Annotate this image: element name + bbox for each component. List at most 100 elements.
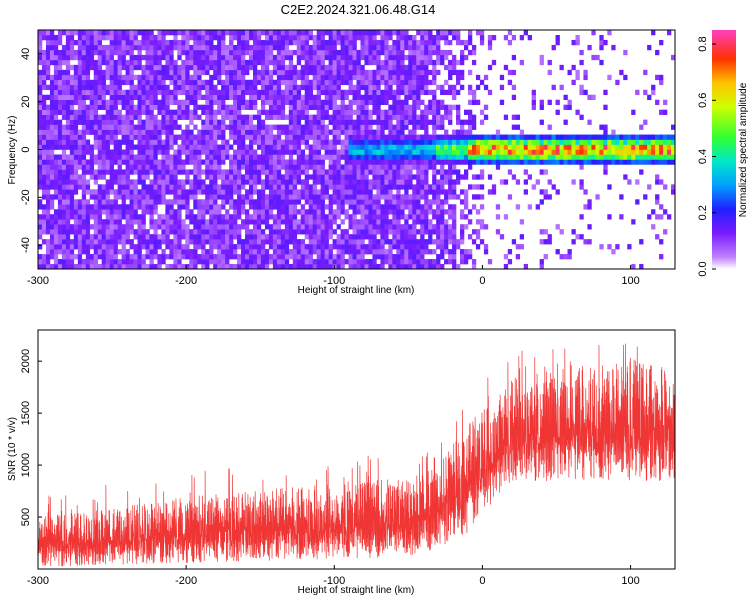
spectrogram-cell	[384, 124, 389, 130]
spectrogram-cell	[448, 64, 453, 71]
spectrogram-cell	[300, 134, 306, 140]
spectrogram-cell	[420, 174, 425, 180]
spectrogram-cell	[256, 114, 262, 120]
spectrogram-cell	[105, 44, 110, 51]
spectrogram-cell	[440, 179, 445, 185]
spectrogram-cell	[256, 179, 262, 185]
spectrogram-cell	[372, 204, 377, 210]
spectrogram-cell	[300, 219, 306, 225]
spectrogram-cell	[81, 54, 87, 61]
spectrogram-cell	[57, 244, 63, 250]
spectrogram-cell	[73, 224, 79, 230]
spectrogram-cell	[444, 244, 449, 250]
spectrogram-cell	[376, 229, 381, 235]
spectrogram-cell	[404, 119, 409, 125]
spectrogram-cell	[396, 89, 401, 96]
spectrogram-cell	[328, 54, 333, 61]
spectrogram-cell	[344, 134, 349, 140]
spectrogram-cell	[312, 44, 317, 51]
spectrogram-cell	[249, 114, 254, 120]
spectrogram-cell	[360, 184, 365, 190]
spectrogram-cell	[392, 74, 397, 81]
spectrogram-cell	[117, 124, 122, 130]
spectrogram-cell	[368, 109, 373, 115]
spectrogram-cell	[292, 114, 298, 120]
spectrogram-cell	[404, 179, 409, 185]
spectrogram-cell	[121, 59, 126, 66]
spectrogram-cell	[280, 64, 286, 71]
spectrogram-cell	[452, 30, 457, 36]
spectrogram-cell	[169, 159, 174, 165]
spectrogram-cell	[209, 254, 214, 260]
spectrogram-cell	[252, 59, 258, 66]
spectrogram-cell	[412, 214, 417, 220]
spectrogram-cell	[424, 209, 429, 215]
spectrogram-cell	[256, 69, 262, 76]
spectrogram-cell	[380, 184, 385, 190]
spectrogram-cell	[173, 174, 178, 180]
spectrogram-cell	[45, 154, 51, 160]
spectrogram-cell	[559, 154, 564, 160]
spectrogram-cell	[404, 254, 409, 260]
spectrogram-cell	[197, 139, 202, 145]
spectrogram-cell	[412, 134, 417, 140]
spectrogram-cell	[340, 259, 345, 265]
spectrogram-cell	[237, 30, 242, 36]
spectrogram-cell	[53, 234, 59, 240]
spectrogram-cell	[320, 189, 325, 195]
spectrogram-cell	[221, 129, 226, 135]
spectrogram-cell	[193, 164, 198, 170]
spectrogram-cell	[460, 119, 465, 125]
spectrogram-cell	[583, 144, 588, 150]
spectrogram-cell	[264, 204, 270, 210]
spectrogram-cell	[193, 244, 198, 250]
spectrogram-cell	[105, 34, 110, 41]
spectrogram-cell	[229, 54, 234, 61]
spectrogram-cell	[133, 84, 138, 91]
spectrogram-cell	[396, 109, 401, 115]
spectrogram-cell	[316, 44, 321, 51]
spectrogram-cell	[332, 84, 337, 91]
spectrogram-cell	[460, 234, 465, 240]
spectrogram-cell	[416, 54, 421, 61]
spectrogram-cell	[252, 224, 258, 230]
spectrogram-cell	[61, 164, 67, 170]
spectrogram-cell	[463, 154, 469, 160]
spectrogram-cell	[444, 234, 449, 240]
spectrogram-cell	[491, 59, 497, 66]
spectrogram-cell	[396, 244, 401, 250]
spectrogram-cell	[249, 149, 254, 155]
spectrogram-cell	[360, 79, 365, 86]
spectrogram-cell	[312, 164, 317, 170]
spectrogram-cell	[559, 149, 564, 155]
spectrogram-cell	[412, 89, 417, 96]
spectrogram-cell	[241, 54, 246, 61]
spectrogram-cell	[237, 54, 242, 61]
spectrogram-cell	[436, 224, 441, 230]
spectrogram-cell	[384, 234, 389, 240]
spectrogram-cell	[165, 184, 170, 190]
spectrogram-cell	[169, 239, 174, 245]
spectrogram-cell	[93, 249, 99, 255]
spectrogram-cell	[539, 159, 544, 165]
spectrogram-cell	[344, 119, 349, 125]
spectrogram-cell	[264, 264, 270, 270]
spectrogram-cell	[81, 189, 87, 195]
spectrogram-cell	[432, 179, 437, 185]
spectrogram-cell	[388, 30, 393, 36]
spectrogram-cell	[129, 244, 134, 250]
spectrogram-cell	[408, 259, 413, 265]
spectrogram-cell	[292, 109, 298, 115]
spectrogram-cell	[567, 139, 572, 145]
spectrogram-cell	[471, 89, 477, 96]
spectrogram-cell	[284, 39, 290, 46]
spectrogram-cell	[452, 229, 457, 235]
spectrogram-cell	[213, 54, 218, 61]
spectrogram-cell	[288, 114, 294, 120]
spectrogram-cell	[312, 199, 317, 205]
spectrogram-cell	[360, 204, 365, 210]
spectrogram-cell	[217, 214, 222, 220]
spectrogram-cell	[201, 119, 206, 125]
spectrogram-cell	[340, 99, 345, 105]
spectrogram-cell	[420, 44, 425, 51]
